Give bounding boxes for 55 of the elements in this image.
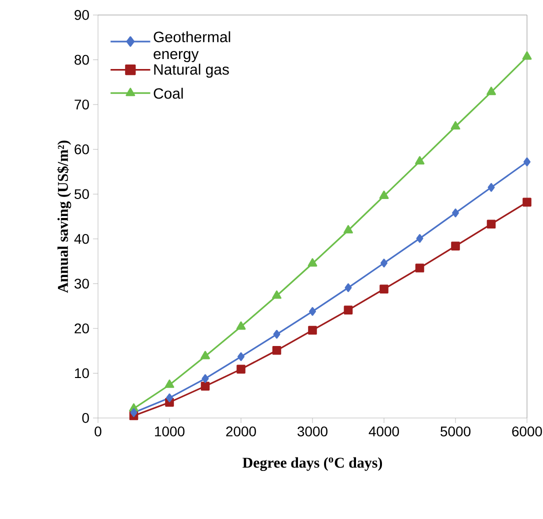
x-tick-label: 4000 bbox=[368, 426, 399, 436]
y-tick-label: 70 bbox=[74, 100, 89, 110]
point bbox=[416, 234, 424, 243]
point bbox=[272, 290, 282, 299]
point bbox=[415, 156, 424, 164]
point bbox=[236, 364, 246, 374]
point bbox=[344, 225, 353, 234]
x-tick-label: 1000 bbox=[155, 426, 184, 436]
y-tick-label: 20 bbox=[74, 323, 89, 334]
y-tick-label: 30 bbox=[74, 278, 89, 289]
point bbox=[522, 198, 532, 207]
legend-label: Geothermal energy bbox=[154, 31, 230, 62]
point bbox=[451, 242, 460, 250]
x-tick-label: 6000 bbox=[512, 426, 542, 436]
y-tick-label: 80 bbox=[74, 54, 89, 65]
point bbox=[164, 380, 174, 388]
point bbox=[486, 86, 496, 96]
point bbox=[166, 393, 173, 402]
point bbox=[273, 330, 280, 339]
y-tick-label: 90 bbox=[74, 10, 89, 20]
y-tick-label: 50 bbox=[74, 189, 89, 200]
y-tick-label: 40 bbox=[74, 234, 89, 244]
point bbox=[130, 408, 138, 418]
x-tick-label: 3000 bbox=[298, 426, 328, 436]
point bbox=[380, 284, 388, 294]
x-tick-label: 2000 bbox=[226, 426, 256, 436]
point bbox=[238, 352, 244, 362]
point bbox=[344, 283, 352, 292]
point bbox=[272, 346, 282, 355]
x-axis-title: Degree days ($^{o}$C days) bbox=[242, 457, 382, 471]
point bbox=[522, 51, 532, 60]
point bbox=[486, 220, 496, 229]
legend-label: Coal bbox=[154, 88, 183, 99]
point bbox=[415, 264, 424, 272]
x-tick-label: 5000 bbox=[440, 426, 470, 436]
point bbox=[523, 157, 530, 166]
y-tick-label: 10 bbox=[75, 368, 89, 378]
point bbox=[488, 182, 495, 192]
legend-label: Natural gas bbox=[154, 64, 229, 78]
point bbox=[344, 306, 353, 314]
point bbox=[200, 382, 210, 391]
point bbox=[308, 258, 318, 267]
point bbox=[202, 374, 209, 383]
point bbox=[308, 326, 317, 335]
point bbox=[309, 307, 316, 316]
point bbox=[236, 321, 246, 330]
x-tick-label: 0 bbox=[94, 426, 102, 436]
y-axis-title: Annual saving (US$/m²) bbox=[57, 140, 72, 293]
point bbox=[450, 121, 460, 130]
point bbox=[200, 350, 210, 360]
y-tick-label: 60 bbox=[74, 144, 89, 154]
point bbox=[452, 208, 459, 218]
point bbox=[380, 258, 388, 268]
y-tick-label: 0 bbox=[82, 413, 89, 423]
point bbox=[379, 190, 389, 199]
